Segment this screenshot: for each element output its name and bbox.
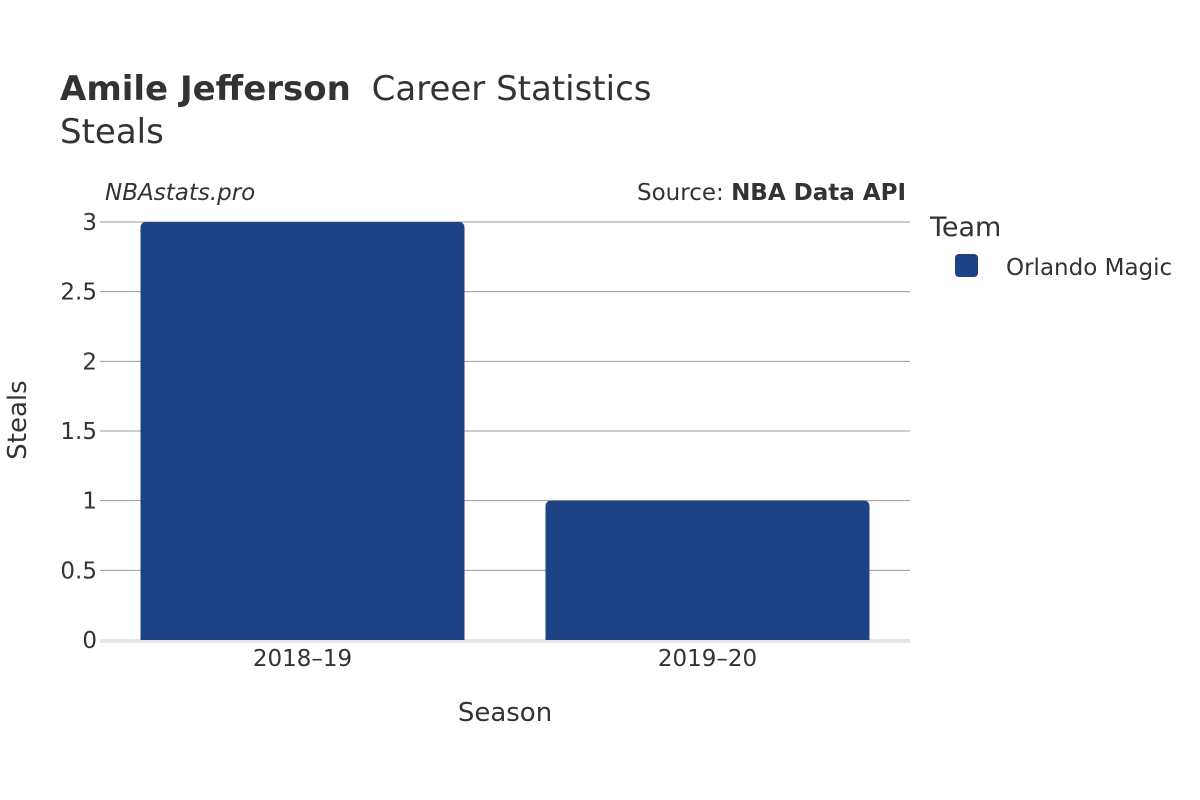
source-credit: Source: NBA Data API: [637, 180, 906, 206]
y-tick-label: 2.5: [60, 280, 97, 306]
x-tick-labels: 2018–19 2019–20: [253, 646, 757, 672]
y-tick-label: 3: [82, 210, 97, 236]
y-tick-label: 1.5: [60, 419, 97, 445]
x-tick-label: 2019–20: [658, 646, 757, 672]
y-tick-label: 0: [82, 628, 97, 654]
y-tick-label: 2: [82, 349, 97, 375]
bar[interactable]: [545, 500, 870, 640]
legend-swatch[interactable]: [955, 254, 978, 277]
chart-subtitle: Steals: [60, 112, 164, 152]
source-name: NBA Data API: [731, 180, 906, 206]
site-credit: NBAstats.pro: [105, 180, 255, 206]
legend: Team Orlando Magic: [929, 212, 1172, 281]
bar[interactable]: [140, 222, 465, 640]
y-tick-label: 1: [82, 489, 97, 515]
legend-items: Orlando Magic: [955, 254, 1172, 281]
x-axis-title: Season: [458, 698, 552, 728]
title-rest: Career Statistics: [372, 69, 652, 109]
legend-label[interactable]: Orlando Magic: [1006, 255, 1172, 281]
bars: [140, 222, 870, 640]
legend-title: Team: [929, 212, 1001, 243]
player-name: Amile Jefferson: [60, 69, 351, 109]
y-tick-labels: 0 0.5 1 1.5 2 2.5 3: [60, 210, 97, 654]
y-tick-label: 0.5: [60, 558, 97, 584]
y-axis-title: Steals: [3, 380, 33, 459]
x-tick-label: 2018–19: [253, 646, 352, 672]
source-prefix: Source:: [637, 180, 731, 206]
chart-title: Amile Jefferson Career Statistics: [60, 69, 652, 109]
